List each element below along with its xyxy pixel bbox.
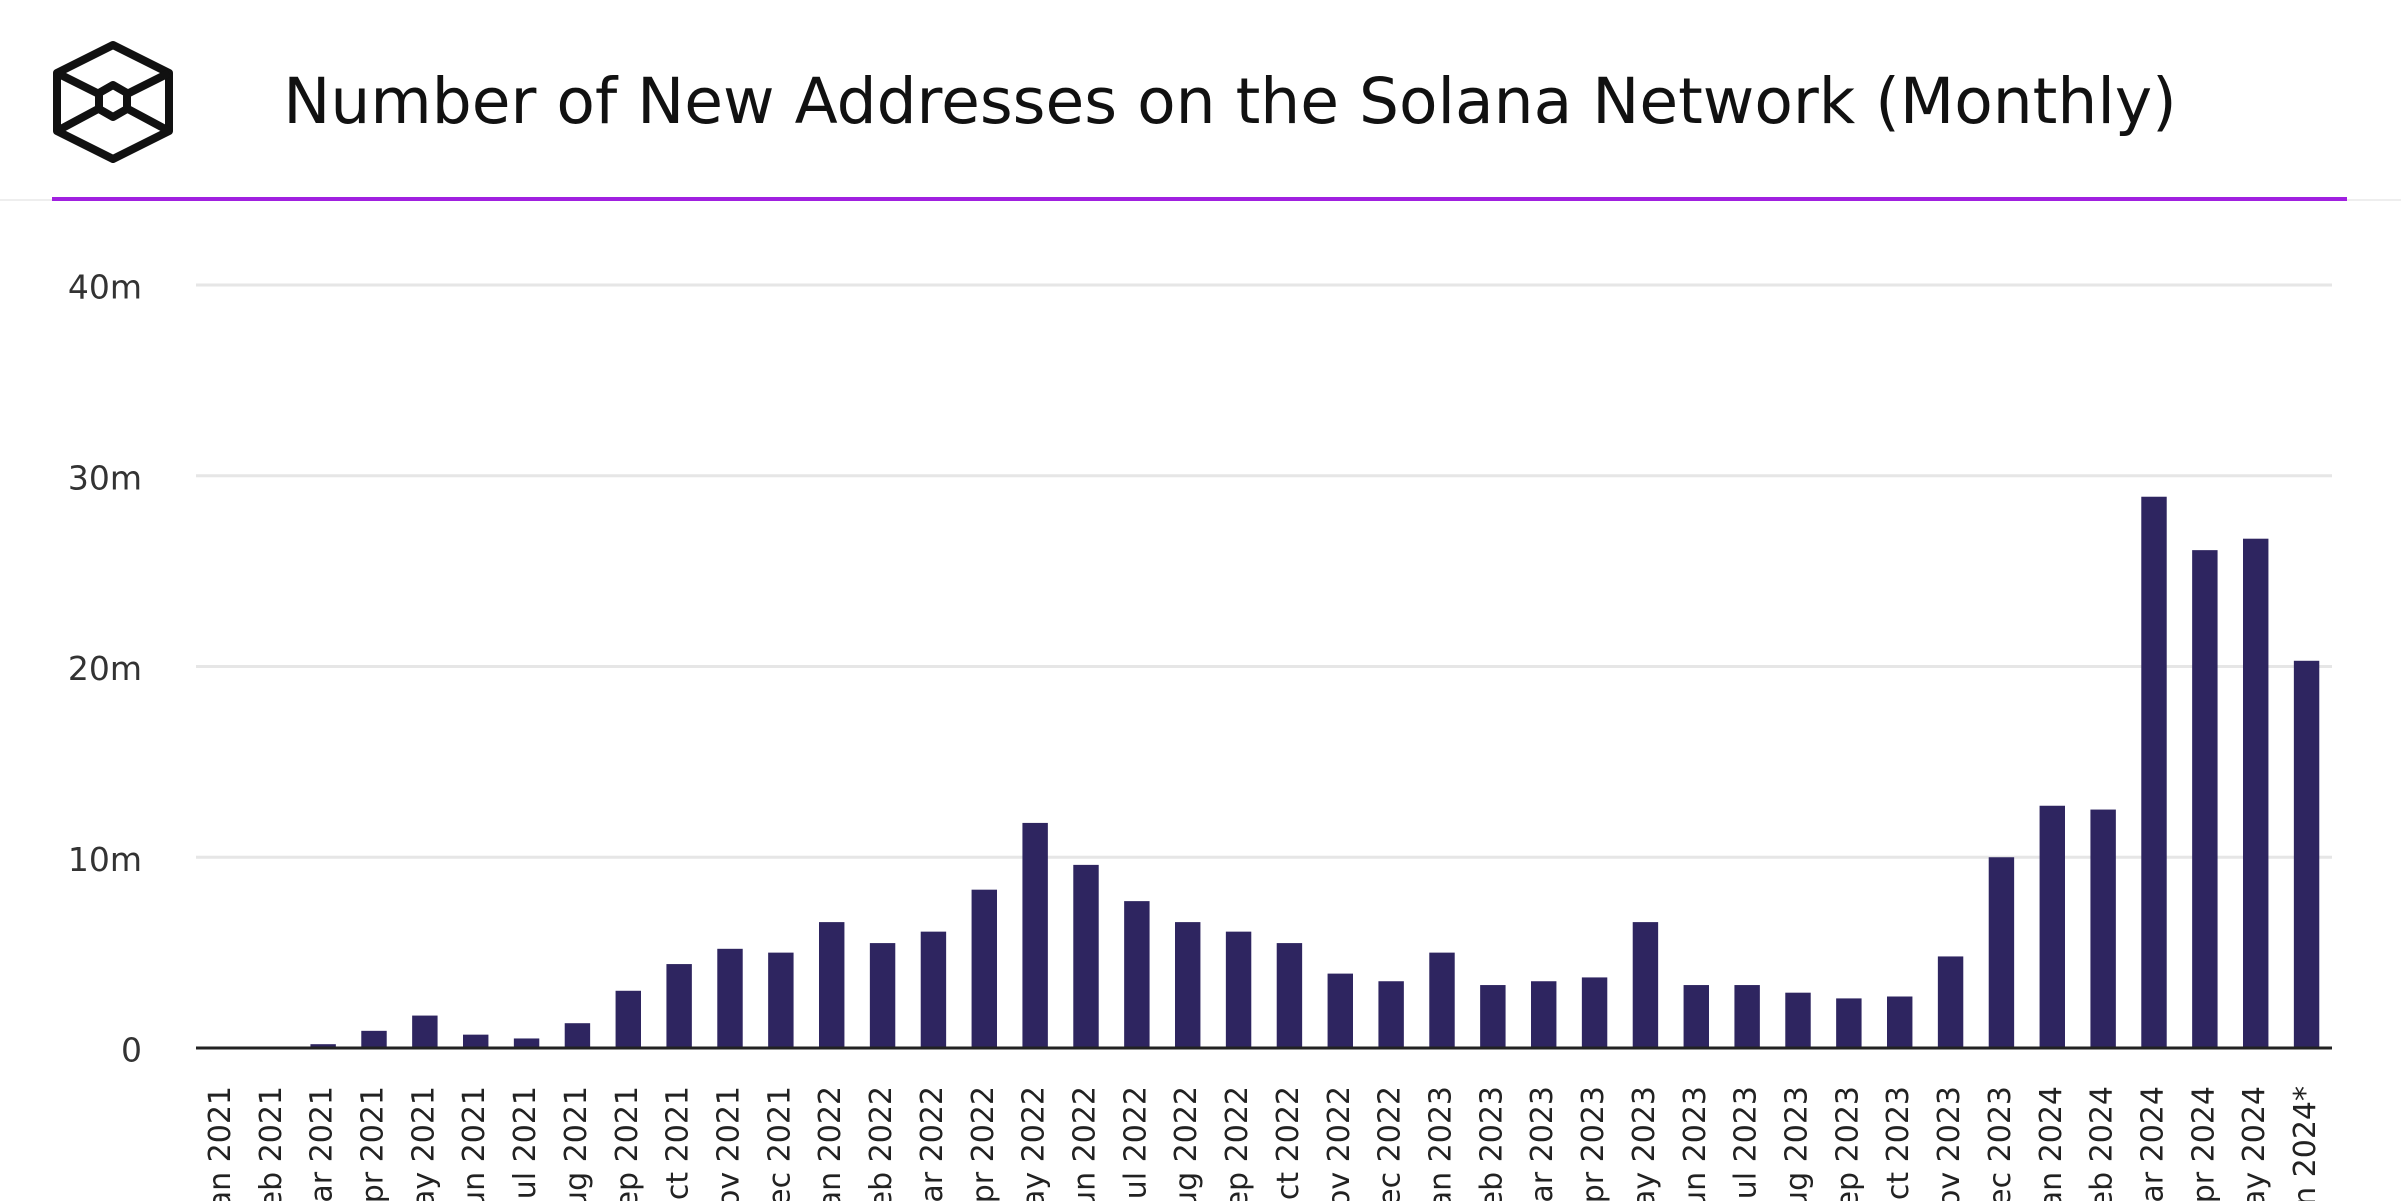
- bar: [1531, 981, 1557, 1048]
- chart-title: Number of New Addresses on the Solana Ne…: [283, 65, 2176, 138]
- bar: [920, 931, 947, 1048]
- bar: [1480, 985, 1506, 1048]
- bar: [2192, 550, 2218, 1048]
- x-tick-label: Jun 2024*: [2288, 1086, 2323, 1201]
- x-tick-label: Dec 2023: [1983, 1086, 2018, 1201]
- x-tick-label: Oct 2021: [661, 1086, 696, 1201]
- bar: [1683, 985, 1709, 1048]
- bar: [1225, 931, 1252, 1048]
- x-tick-label: Feb 2024: [2085, 1086, 2120, 1201]
- x-tick-label: Aug 2021: [559, 1086, 594, 1201]
- bar: [564, 1023, 591, 1048]
- x-tick-label: Jul 2023: [1729, 1086, 1764, 1201]
- x-tick-label: Nov 2022: [1322, 1086, 1357, 1201]
- bar: [1581, 977, 1608, 1048]
- bar: [717, 948, 743, 1048]
- bar: [2039, 805, 2065, 1048]
- y-tick-label: 0: [121, 1031, 142, 1070]
- x-tick-label: Nov 2021: [712, 1086, 747, 1201]
- bar: [1836, 998, 1862, 1048]
- x-tick-label: Dec 2022: [1373, 1086, 1408, 1201]
- bar: [2243, 538, 2269, 1048]
- bar: [971, 889, 997, 1048]
- bar: [310, 1044, 336, 1048]
- x-tick-label: Apr 2024: [2186, 1086, 2221, 1201]
- y-tick-label: 40m: [68, 268, 142, 307]
- bar: [1073, 864, 1099, 1048]
- x-tick-label: Jul 2022: [1118, 1086, 1153, 1201]
- y-tick-label: 30m: [68, 458, 142, 497]
- x-tick-label: Feb 2022: [864, 1086, 899, 1201]
- x-tick-label: Apr 2023: [1576, 1086, 1611, 1201]
- x-tick-label: Jul 2021: [508, 1086, 543, 1201]
- x-tick-label: Sep 2023: [1830, 1086, 1865, 1201]
- x-tick-label: May 2024: [2237, 1086, 2272, 1201]
- x-tick-label: Sep 2021: [610, 1086, 645, 1201]
- bar: [1175, 922, 1201, 1048]
- bar: [1124, 901, 1150, 1048]
- bar: [2090, 809, 2116, 1048]
- bar: [819, 922, 845, 1048]
- bar: [1734, 985, 1760, 1048]
- bar: [768, 952, 794, 1048]
- x-tick-label: Aug 2023: [1780, 1086, 1815, 1201]
- x-tick-label: Nov 2023: [1932, 1086, 1967, 1201]
- bar: [361, 1030, 387, 1048]
- x-tick-label: Apr 2021: [356, 1086, 391, 1201]
- bar: [463, 1034, 489, 1048]
- y-tick-label: 10m: [68, 840, 142, 879]
- bar: [666, 964, 692, 1048]
- x-tick-label: Jun 2023: [1678, 1086, 1713, 1201]
- bar: [1429, 952, 1455, 1048]
- x-tick-label: Oct 2022: [1271, 1086, 1306, 1201]
- bar: [2293, 660, 2320, 1048]
- bar: [1887, 996, 1913, 1048]
- x-tick-label: Feb 2021: [254, 1086, 289, 1201]
- bar: [1378, 981, 1404, 1048]
- bar: [2141, 496, 2167, 1048]
- x-tick-label: Jun 2022: [1068, 1086, 1103, 1201]
- bar: [1022, 822, 1048, 1048]
- bar: [1276, 943, 1303, 1048]
- x-tick-label: Jan 2021: [203, 1086, 238, 1201]
- bar: [1937, 956, 1964, 1048]
- x-tick-label: May 2022: [1017, 1086, 1052, 1201]
- x-tick-label: Jan 2023: [1424, 1086, 1459, 1201]
- x-tick-label: Oct 2023: [1881, 1086, 1916, 1201]
- x-tick-label: Mar 2023: [1525, 1086, 1560, 1201]
- bar: [615, 990, 641, 1048]
- x-tick-label: May 2021: [406, 1086, 441, 1201]
- x-tick-label: Feb 2023: [1474, 1086, 1509, 1201]
- x-tick-label: Mar 2022: [915, 1086, 950, 1201]
- x-tick-label: Sep 2022: [1220, 1086, 1255, 1201]
- x-tick-label: Aug 2022: [1169, 1086, 1204, 1201]
- x-tick-label: Apr 2022: [966, 1086, 1001, 1201]
- bar: [869, 943, 896, 1048]
- bar: [1785, 992, 1811, 1048]
- x-tick-label: Jun 2021: [457, 1086, 492, 1201]
- x-tick-label: Jan 2022: [813, 1086, 848, 1201]
- bar: [1327, 973, 1353, 1048]
- y-tick-label: 20m: [68, 649, 142, 688]
- x-tick-label: Mar 2021: [305, 1086, 340, 1201]
- logo: [53, 41, 173, 163]
- bar: [1988, 857, 2015, 1048]
- x-tick-label: Jan 2024: [2034, 1086, 2069, 1201]
- bar: [1632, 922, 1659, 1048]
- bar: [513, 1038, 540, 1048]
- bar: [412, 1015, 438, 1048]
- x-tick-label: Dec 2021: [762, 1086, 797, 1201]
- x-tick-label: Mar 2024: [2136, 1086, 2171, 1201]
- x-tick-label: May 2023: [1627, 1086, 1662, 1201]
